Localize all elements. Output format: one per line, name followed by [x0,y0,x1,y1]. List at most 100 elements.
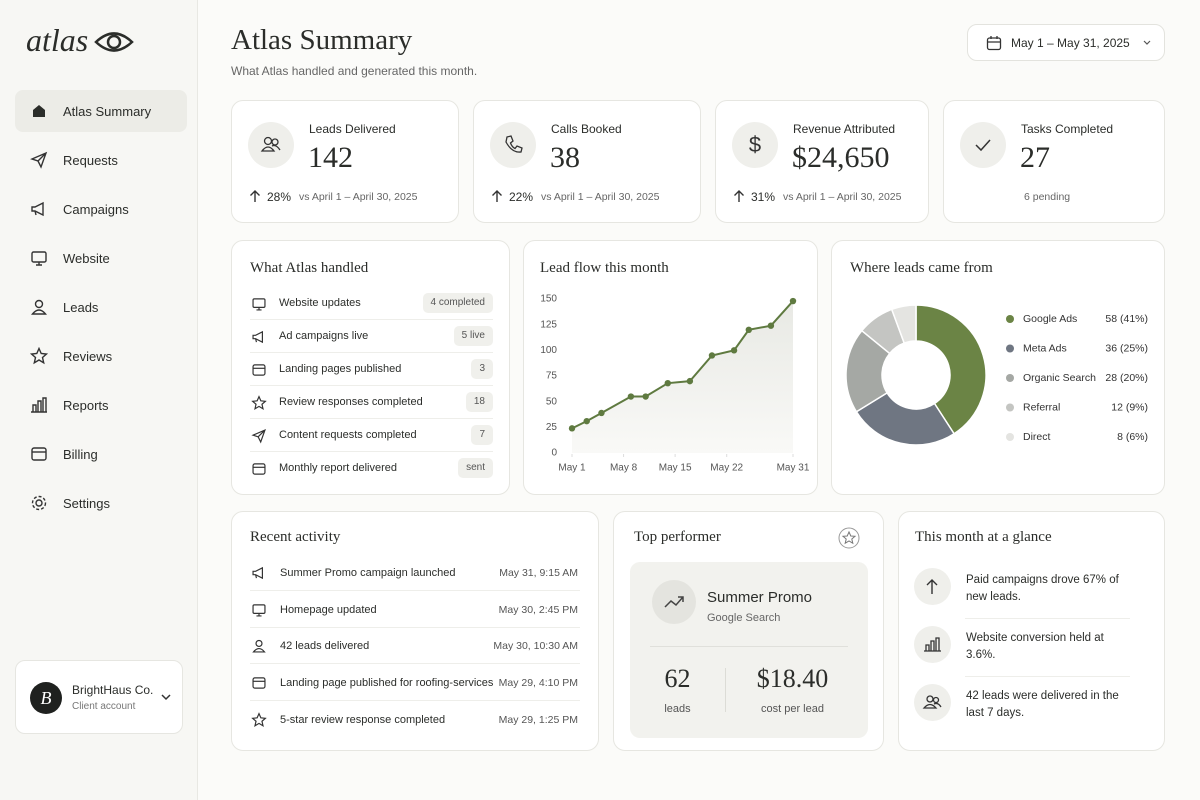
metric-value: $18.40 [756,664,829,693]
nav-item[interactable]: Billing [63,447,98,462]
row-divider [250,385,493,386]
y-tick-label: 25 [546,422,558,433]
icon [30,151,48,169]
handled-label: Ad campaigns live [279,330,369,342]
card-title: What Atlas handled [250,260,369,276]
stat-value: 27 [1020,141,1050,174]
activity-text: Landing page published for roofing-servi… [280,677,494,690]
divider [725,668,726,712]
nav-item[interactable]: Settings [63,496,110,511]
date-picker[interactable]: May 1 – May 31, 2025 [967,24,1165,61]
point [708,352,716,359]
svg-text:$: $ [749,132,761,157]
activity-card: Recent activity Summer Promo campaign la… [231,511,599,751]
handled-badge: 4 completed [422,293,493,313]
avatar: B [30,682,62,714]
nav-item[interactable]: Campaigns [63,202,129,217]
glance-icon [914,626,951,663]
row-divider [250,418,493,419]
icon [251,362,266,377]
point [767,322,775,329]
metric-label: leads [664,703,691,715]
handled-badge: 7 [471,425,493,445]
date-range: May 1 – May 31, 2025 [1011,36,1130,50]
divider [650,646,848,647]
icon [30,102,48,120]
stat-value: 142 [308,141,353,174]
legend-label: Organic Search [1023,372,1096,384]
x-tick-label: May 15 [659,463,692,474]
stat-icon: $ [732,122,778,168]
sidebar: atlas B BrightHaus Co. Client account At… [0,0,198,800]
x-tick-label: May 22 [710,463,743,474]
x-tick-label: May 8 [610,463,638,474]
icon [251,602,266,617]
card-title: This month at a glance [915,529,1052,545]
handled-label: Content requests completed [279,429,417,441]
value-label: 36 (25%) [1105,342,1148,354]
glance-text: 42 leads were delivered in the last 7 da… [966,690,1119,719]
stat-compare: vs April 1 – April 30, 2025 [783,191,902,203]
icon [30,445,48,463]
star-button[interactable] [838,527,860,549]
legend-dot [1006,374,1014,382]
stat-note: 6 pending [1024,191,1071,203]
value-label: 8 (6%) [1117,431,1148,443]
stat-change: 22% [509,190,534,204]
row-divider [965,676,1130,677]
handled-badge: sent [458,458,493,478]
stat-value: 38 [550,141,580,174]
account-card[interactable]: B BrightHaus Co. Client account [15,660,183,734]
y-tick-label: 150 [540,294,557,305]
stat-value: $24,650 [792,141,890,174]
glance-text: Website conversion held at 3.6%. [966,632,1104,661]
icon [251,639,266,654]
icon [251,296,266,311]
donut-slice [915,304,987,435]
row-divider [250,352,493,353]
handled-label: Landing pages published [279,363,402,375]
row-divider [250,451,493,452]
icon [30,200,48,218]
line-card: Lead flow this month 0 25 50 75 100 125 150 May… [523,240,818,495]
point [598,409,605,417]
legend-dot [1006,403,1014,412]
stat-card: Tasks Completed 27 6 pending [943,100,1165,223]
metric-label: cost per lead [761,703,824,715]
point [730,347,738,354]
donut-slice [890,304,917,345]
stat-card: Leads Delivered 142 28% vs April 1 – April … [231,100,459,223]
card-title: Where leads came from [850,260,993,276]
value-label: 58 (41%) [1105,313,1148,325]
nav-item[interactable]: Reviews [63,349,113,364]
top-card: Top performer Summer Promo Google Search… [613,511,884,751]
calendar-icon [986,36,1002,51]
y-tick-label: 75 [546,371,558,382]
nav-item[interactable]: Website [63,251,110,266]
y-tick-label: 100 [540,345,557,356]
activity-time: May 29, 1:25 PM [498,713,578,726]
stat-change: 28% [267,190,292,204]
page-title: Atlas Summary [231,24,413,56]
icon [251,329,266,344]
chevron [1143,40,1151,45]
value-label: 28 (20%) [1105,372,1148,384]
icon [30,494,48,512]
icon [251,428,266,444]
stat-label: Leads Delivered [309,122,396,136]
nav-item[interactable]: Leads [63,300,99,315]
point [789,297,797,305]
row-divider [250,700,580,702]
performer-source: Google Search [707,612,781,624]
chevron [161,694,171,701]
legend-dot [1006,433,1014,441]
nav-item[interactable]: Reports [63,398,109,413]
glance-card: This month at a glance Paid campaigns dr… [898,511,1165,751]
nav-item[interactable]: Atlas Summary [63,104,152,119]
y-tick-label: 0 [551,448,557,459]
stat-label: Tasks Completed [1021,122,1114,136]
performer-name: Summer Promo [707,589,813,606]
logo: atlas [26,22,89,58]
activity-text: 5-star review response completed [280,713,446,726]
nav-item[interactable]: Requests [63,153,118,168]
